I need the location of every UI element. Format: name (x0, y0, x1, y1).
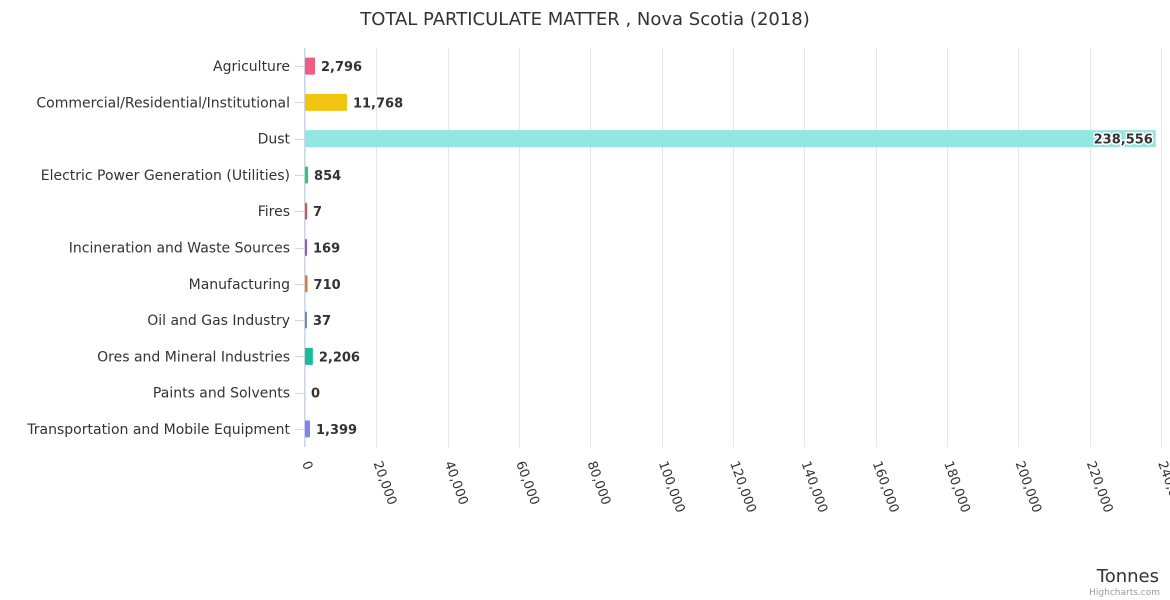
bar[interactable] (305, 57, 315, 75)
value-axis-tick-label: 60,000 (512, 459, 542, 507)
bar[interactable] (305, 347, 313, 365)
value-axis-tick-label: 120,000 (726, 459, 758, 515)
credits-link[interactable]: Highcharts.com (1089, 588, 1160, 598)
value-axis-tick-label: 180,000 (940, 459, 972, 515)
data-label: 169 (313, 242, 340, 257)
value-axis-tick-label: 140,000 (798, 459, 830, 515)
category-label: Transportation and Mobile Equipment (26, 422, 290, 438)
bar[interactable] (305, 202, 307, 220)
data-label: 11,768 (353, 96, 403, 111)
data-label: 238,556 (1094, 133, 1153, 148)
data-label: 0 (311, 387, 320, 402)
data-label: 1,399 (316, 423, 357, 438)
data-label: 2,796 (321, 60, 362, 75)
bar[interactable] (305, 93, 347, 111)
chart-title: TOTAL PARTICULATE MATTER , Nova Scotia (… (359, 9, 810, 30)
value-axis-tick-label: 40,000 (441, 459, 471, 507)
value-axis-tick-label: 160,000 (869, 459, 901, 515)
category-label: Electric Power Generation (Utilities) (41, 168, 290, 184)
category-label: Ores and Mineral Industries (97, 349, 290, 365)
category-label: Fires (258, 204, 290, 220)
category-label: Dust (258, 132, 291, 148)
bar[interactable] (305, 239, 307, 256)
category-label: Manufacturing (189, 277, 290, 293)
value-axis-tick-label: 80,000 (584, 459, 614, 507)
category-label: Oil and Gas Industry (147, 313, 290, 329)
value-axis-tick-label: 240,000 (1154, 459, 1170, 515)
category-axis (295, 48, 305, 447)
data-label: 854 (314, 169, 341, 184)
value-axis-tick-label: 220,000 (1083, 459, 1115, 515)
bars (305, 57, 1156, 438)
category-label: Paints and Solvents (153, 386, 290, 402)
category-labels: Agriculture Commercial/Residential/Instit… (26, 59, 290, 438)
data-labels: 2,796 11,768 238,556 854 7 169 710 37 2,206 0 1,39… (310, 59, 1155, 440)
value-axis-tick-label: 100,000 (655, 459, 687, 515)
category-label: Commercial/Residential/Institutional (36, 95, 290, 111)
bar[interactable] (305, 420, 310, 438)
data-label: 710 (314, 278, 341, 293)
data-label: 2,206 (319, 350, 360, 365)
value-axis-tick-labels: 0 20,000 40,000 60,000 80,000 100,000 120,000 1… (298, 459, 1170, 515)
value-axis-tick-label: 0 (298, 459, 315, 472)
bar[interactable] (305, 166, 309, 184)
data-label: 37 (313, 314, 331, 329)
value-axis-title: Tonnes (1096, 566, 1159, 587)
category-label: Incineration and Waste Sources (69, 241, 290, 257)
data-label: 7 (313, 205, 322, 220)
bar[interactable] (305, 275, 308, 293)
bar[interactable] (305, 130, 1156, 148)
value-axis-tick-label: 200,000 (1012, 459, 1044, 515)
value-axis-tick-label: 20,000 (370, 459, 400, 507)
bar[interactable] (305, 311, 307, 329)
grid-lines (305, 48, 1162, 447)
category-label: Agriculture (213, 59, 290, 75)
